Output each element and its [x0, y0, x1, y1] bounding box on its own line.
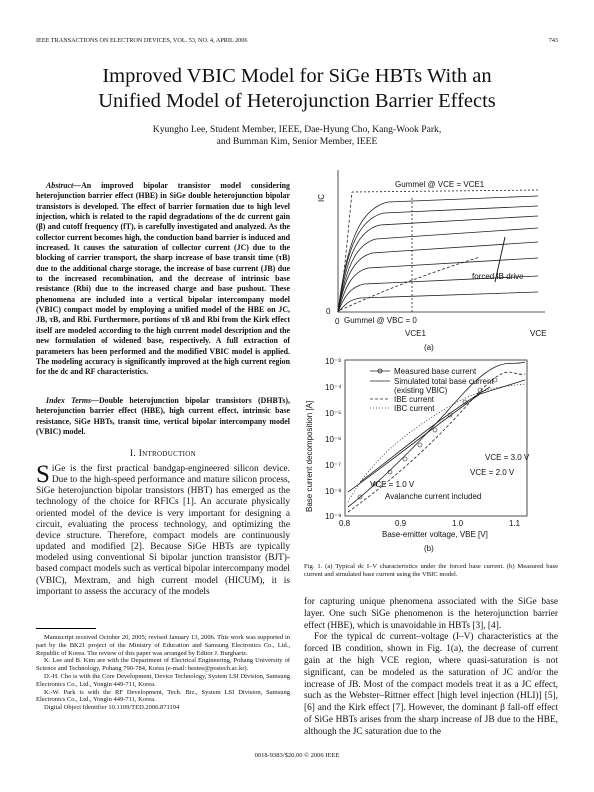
curve — [347, 379, 526, 493]
author-line: Kyungho Lee, Student Member, IEEE, Dae-H… — [152, 124, 442, 135]
legend-entry: (existing VBIC) — [394, 386, 448, 395]
tick-label: 10⁻⁴ — [325, 383, 342, 392]
intro-text: iGe is the first practical bandgap-engin… — [36, 464, 290, 597]
footnote: K. Lee and B. Kim are with the Departmen… — [36, 657, 290, 673]
figure-b: Base current decomposition [A] 10⁻³ 10⁻⁴… — [305, 357, 530, 553]
tick-label: 1.1 — [509, 519, 521, 528]
axis-label: Base-emitter voltage, VBE [V] — [382, 530, 488, 539]
index-terms-label: Index Terms— — [46, 396, 99, 405]
authors: Kyungho Lee, Student Member, IEEE, Dae-H… — [0, 124, 594, 148]
annotation: VCE = 2.0 V — [470, 468, 515, 477]
markers — [357, 377, 498, 500]
legend-entry: Measured base current — [394, 367, 477, 376]
tick-label: VCE1 — [405, 329, 426, 338]
title: Improved VBIC Model for SiGe HBTs With a… — [0, 64, 594, 114]
plot-frame — [344, 359, 528, 517]
legend-entry: IBC current — [394, 404, 435, 413]
iv-curve — [337, 257, 539, 313]
footnotes: Manuscript received October 20, 2005; re… — [36, 634, 290, 712]
annotation: VCE = 3.0 V — [485, 453, 530, 462]
annotation: forced IB drive — [472, 272, 524, 281]
abstract-label: Abstract— — [46, 181, 82, 190]
annotation: Gummel @ VBC = 0 — [344, 316, 417, 325]
iv-curve — [337, 195, 539, 313]
figure: IC Gummel @ VCE = VCE1 forced IB drive G… — [305, 170, 546, 553]
annotation: Gummel @ VCE = VCE1 — [395, 180, 485, 189]
marker — [432, 427, 438, 433]
iv-curve — [337, 227, 539, 313]
abstract: Abstract—An improved bipolar transistor … — [36, 181, 290, 378]
drop-cap: S — [36, 461, 50, 488]
curve — [347, 361, 526, 508]
gummel-line — [351, 189, 539, 193]
abstract-text: An improved bipolar transistor model con… — [36, 181, 290, 377]
iv-curve — [337, 275, 539, 313]
marker — [372, 481, 378, 487]
paragraph: For the typical dc current–voltage (I–V)… — [304, 632, 558, 737]
annotation: VCE = 1.0 V — [370, 480, 415, 489]
footnote: K.-W. Park is with the RF Development, T… — [36, 688, 290, 704]
legend-entry: IBE current — [394, 395, 435, 404]
section-heading: I. Introduction — [130, 449, 196, 459]
figure-caption: Fig. 1. (a) Typical dc I–V characteristi… — [304, 563, 558, 578]
tick-label: 10⁻⁹ — [325, 512, 342, 521]
axis-label: VCE — [530, 329, 546, 338]
tick-label: 0 — [335, 317, 340, 326]
legend-marker — [377, 368, 383, 374]
marker — [447, 412, 453, 418]
footnote: Digital Object Identifier 10.1109/TED.20… — [44, 704, 180, 712]
footnote: D.-H. Cho is with the Core Development, … — [36, 672, 290, 688]
iv-curve — [337, 291, 539, 313]
footnote-rule — [36, 628, 96, 629]
marker — [387, 469, 393, 475]
marker — [357, 494, 363, 500]
footnote: Manuscript received October 20, 2005; re… — [36, 634, 290, 657]
panel-label: (b) — [424, 544, 434, 553]
paragraph: for capturing unique phenomena associate… — [304, 597, 558, 631]
tick-label: 10⁻³ — [325, 357, 341, 366]
figure-a: IC Gummel @ VCE = VCE1 forced IB drive G… — [317, 170, 546, 352]
legend-entry: Simulated total base current — [394, 377, 494, 386]
gummel-curve — [339, 256, 481, 311]
axis-label: Base current decomposition [A] — [305, 401, 314, 512]
right-column-text: for capturing unique phenomena associate… — [304, 597, 558, 739]
curve — [359, 386, 491, 483]
running-header: IEEE TRANSACTIONS ON ELECTRON DEVICES, V… — [36, 37, 248, 44]
tick-label: 10⁻⁸ — [325, 487, 342, 496]
axis-label: IC — [317, 194, 326, 202]
marker — [477, 387, 483, 393]
tick-label: 0.8 — [339, 519, 351, 528]
arrow — [494, 236, 506, 283]
iv-curve — [337, 215, 539, 313]
author-line: and Bumman Kim, Senior Member, IEEE — [216, 136, 378, 147]
panel-label: (a) — [424, 343, 434, 352]
marker — [402, 456, 408, 462]
marker — [417, 442, 423, 448]
curve — [347, 383, 526, 503]
tick-label: 0.9 — [395, 519, 407, 528]
page-number: 743 — [548, 37, 558, 44]
curve — [347, 371, 526, 513]
title-line: Unified Model of Heterojunction Barrier … — [98, 90, 496, 112]
marker — [492, 377, 498, 383]
tick-label: 0 — [326, 307, 331, 316]
tick-label: 10⁻⁶ — [325, 435, 341, 444]
title-line: Improved VBIC Model for SiGe HBTs With a… — [102, 65, 492, 87]
footer: 0018-9383/$20.00 © 2006 IEEE — [254, 752, 340, 759]
tick-label: 10⁻⁷ — [325, 461, 341, 470]
index-terms-text: Double heterojunction bipolar transistor… — [36, 396, 290, 437]
tick-label: 10⁻⁵ — [325, 409, 341, 418]
index-terms: Index Terms—Double heterojunction bipola… — [36, 396, 290, 437]
annotation: Avalanche current included — [385, 492, 481, 501]
marker — [462, 399, 468, 405]
tick-label: 1.0 — [452, 519, 464, 528]
